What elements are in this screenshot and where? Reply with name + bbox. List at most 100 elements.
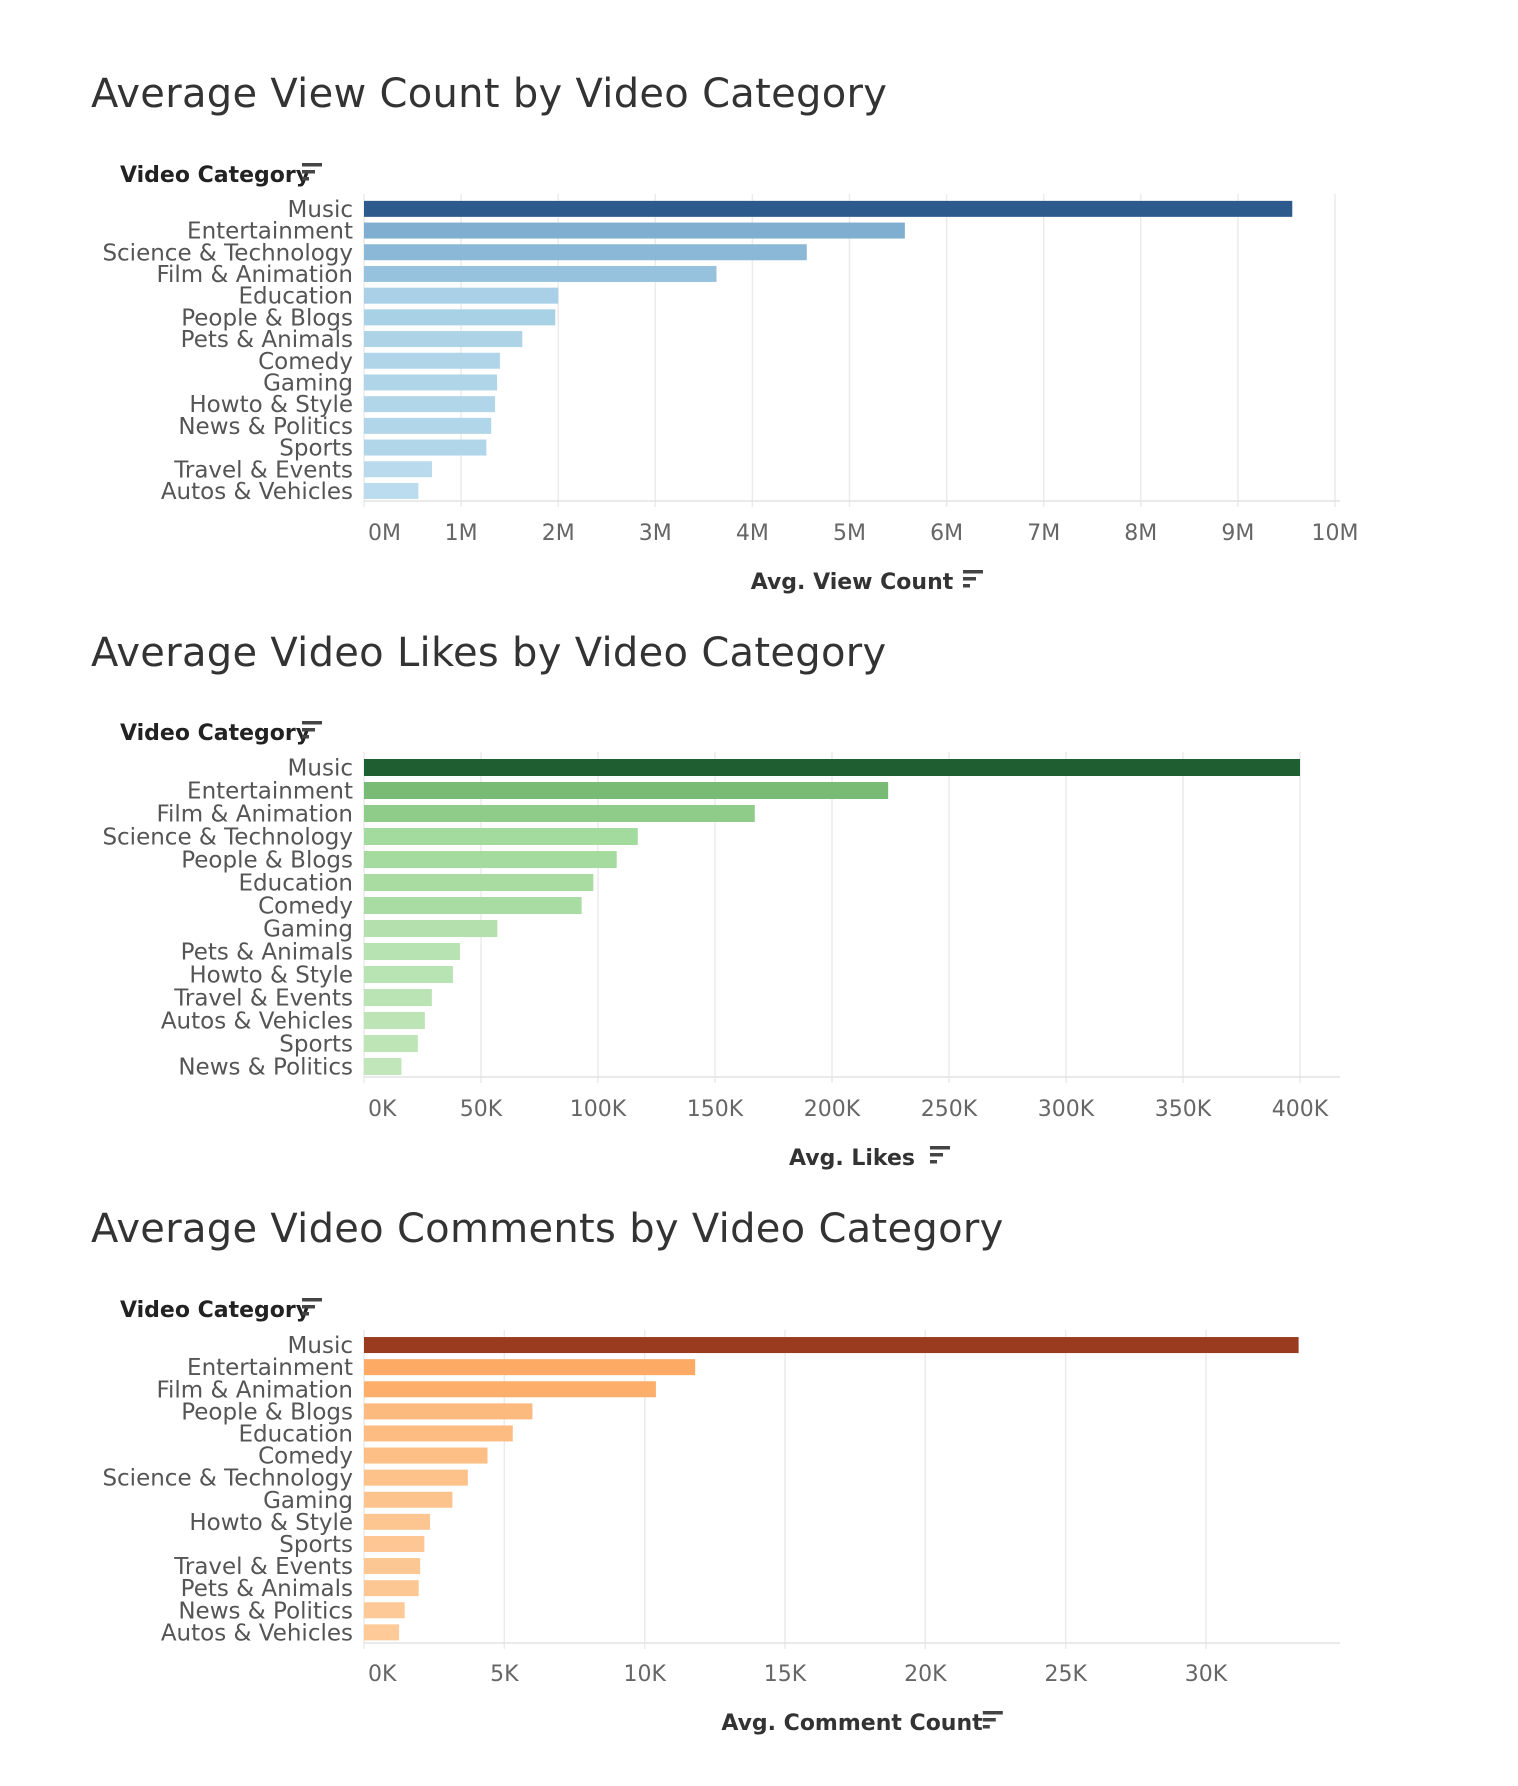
bar[interactable] [364,439,487,456]
category-label: Autos & Vehicles [161,1009,353,1035]
bar[interactable] [364,200,1293,217]
sort-icon[interactable] [963,570,983,588]
bar[interactable] [364,943,460,960]
category-label: Travel & Events [173,1554,353,1580]
tick-label: 10K [623,1662,666,1687]
bar[interactable] [364,244,807,261]
tick-label: 20K [904,1662,947,1687]
category-label: Howto & Style [189,963,353,989]
bar[interactable] [364,482,419,499]
bar[interactable] [364,1012,425,1029]
tick-label: 150K [687,1097,744,1122]
bar[interactable] [364,309,556,326]
tick-label: 350K [1155,1097,1212,1122]
category-label: Sports [279,1532,353,1558]
chart-title: Average Video Comments by Video Category [91,1206,1004,1252]
bar[interactable] [364,1058,402,1075]
category-label: Autos & Vehicles [161,1620,353,1646]
chart-title: Average View Count by Video Category [91,71,887,117]
bar[interactable] [364,1035,418,1052]
bar[interactable] [364,966,453,983]
bar[interactable] [364,287,559,304]
category-label: Comedy [258,1444,353,1470]
category-label: Gaming [263,917,353,943]
sort-icon[interactable] [302,1298,322,1316]
bar[interactable] [364,1337,1299,1354]
category-label: Comedy [258,349,353,375]
bar[interactable] [364,1491,453,1508]
category-label: Travel & Events [173,457,353,483]
bar[interactable] [364,1403,533,1420]
bar[interactable] [364,1624,400,1641]
tick-label: 6M [930,521,963,546]
bar[interactable] [364,874,594,891]
bar[interactable] [364,1425,513,1442]
bar[interactable] [364,782,889,799]
tick-label: 30K [1185,1662,1228,1687]
bar[interactable] [364,759,1300,776]
category-label: Entertainment [187,219,353,245]
category-label: Science & Technology [102,825,353,851]
category-label: Entertainment [187,779,353,805]
bar[interactable] [364,222,905,239]
category-label: Travel & Events [173,986,353,1012]
chart-3: Average Video Comments by Video Category… [91,1206,1340,1736]
bar[interactable] [364,265,717,282]
bar[interactable] [364,920,498,937]
tick-label: 5M [833,521,866,546]
sort-icon[interactable] [302,163,322,181]
tick-label: 4M [736,521,769,546]
category-label: News & Politics [178,414,353,440]
chart-title: Average Video Likes by Video Category [91,630,886,676]
bar[interactable] [364,1535,425,1552]
y-axis-header: Video Category [120,721,310,746]
bar[interactable] [364,1359,696,1376]
tick-label: 200K [804,1097,861,1122]
category-label: Education [238,1421,353,1447]
category-label: Music [288,1333,353,1359]
tick-label: 8M [1124,521,1157,546]
bar[interactable] [364,897,582,914]
category-label: Sports [279,1032,353,1058]
tick-label: 300K [1038,1097,1095,1122]
category-label: Education [238,284,353,310]
sort-icon[interactable] [982,1711,1003,1729]
tick-label: 1M [445,521,478,546]
bar[interactable] [364,1513,430,1530]
bar[interactable] [364,1558,421,1575]
bar[interactable] [364,1381,656,1398]
bar[interactable] [364,417,492,434]
tick-label: 9M [1221,521,1254,546]
bar[interactable] [364,352,500,369]
bar[interactable] [364,331,523,348]
tick-label: 10M [1312,521,1359,546]
bar[interactable] [364,828,638,845]
category-label: Comedy [258,894,353,920]
bar[interactable] [364,851,617,868]
tick-label: 3M [639,521,672,546]
tick-label: 2M [542,521,575,546]
bar[interactable] [364,1469,468,1486]
x-axis-title: Avg. Comment Count [721,1711,983,1736]
tick-label: 100K [570,1097,627,1122]
tick-label: 25K [1044,1662,1087,1687]
x-axis-title: Avg. Likes [789,1146,915,1171]
tick-label: 7M [1027,521,1060,546]
sort-icon[interactable] [302,721,322,739]
x-axis-title: Avg. View Count [751,570,954,595]
bar[interactable] [364,461,432,478]
category-label: Gaming [263,370,353,396]
category-label: Autos & Vehicles [161,479,353,505]
bar[interactable] [364,1580,419,1597]
sort-icon[interactable] [930,1146,950,1164]
bar[interactable] [364,1447,488,1464]
category-label: Science & Technology [102,240,353,266]
bar[interactable] [364,374,498,391]
category-label: Entertainment [187,1355,353,1381]
category-label: Film & Animation [156,1377,353,1403]
bar[interactable] [364,396,496,413]
bar[interactable] [364,989,432,1006]
bar[interactable] [364,805,755,822]
bar[interactable] [364,1602,405,1619]
